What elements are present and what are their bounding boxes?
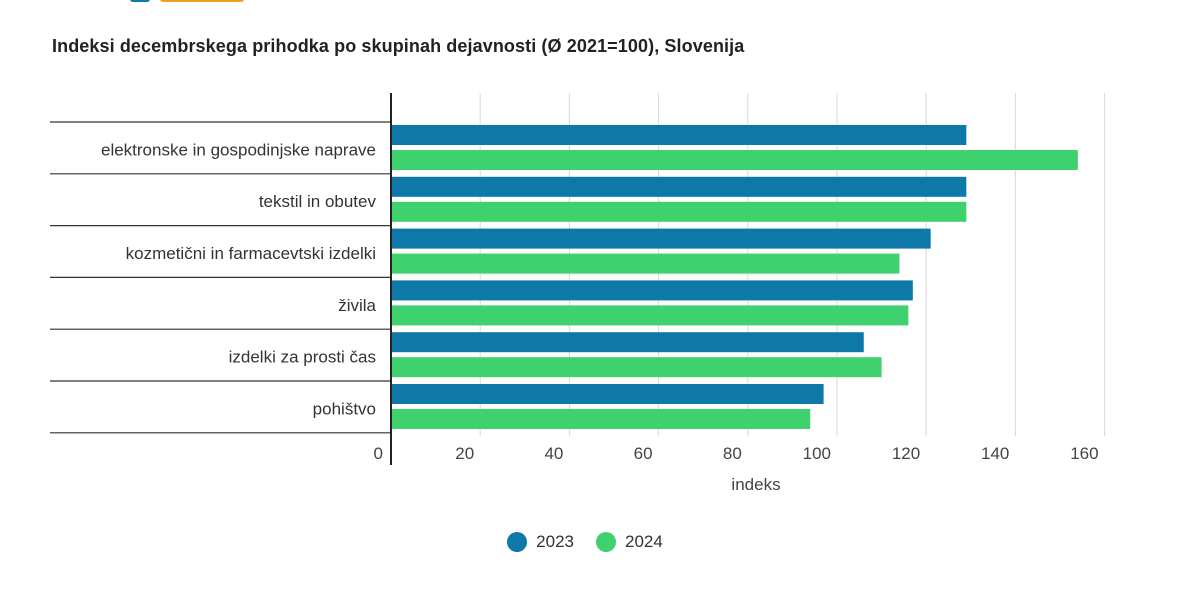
- chart-legend: 2023 2024: [0, 532, 1170, 552]
- x-tick-label: 140: [981, 444, 1009, 463]
- legend-item-2024[interactable]: 2024: [596, 532, 663, 552]
- category-label: kozmetični in farmacevtski izdelki: [126, 244, 376, 263]
- bar-2024-3: [391, 253, 900, 274]
- bar-2024-6: [391, 409, 811, 429]
- cropped-header-fragment: [130, 0, 250, 6]
- x-tick-label: 80: [723, 444, 742, 463]
- x-tick-label: 60: [634, 444, 653, 463]
- legend-item-2023[interactable]: 2023: [507, 532, 574, 552]
- legend-label: 2024: [625, 532, 663, 551]
- x-tick-label: 160: [1070, 444, 1098, 463]
- x-tick-label: 20: [455, 444, 474, 463]
- bar-2023-5: [391, 332, 864, 353]
- bar-2023-2: [391, 176, 967, 197]
- bar-2024-1: [391, 150, 1078, 170]
- bar-2023-1: [391, 125, 967, 145]
- bar-2024-2: [391, 201, 967, 222]
- bar-2024-4: [391, 305, 909, 326]
- bar-2023-3: [391, 228, 931, 249]
- category-label: elektronske in gospodinjske naprave: [101, 140, 376, 159]
- category-label: tekstil in obutev: [259, 192, 377, 211]
- category-label: izdelki za prosti čas: [229, 348, 376, 367]
- x-tick-label: 0: [374, 444, 383, 463]
- bar-2023-4: [391, 280, 913, 301]
- x-tick-label: 120: [892, 444, 920, 463]
- legend-marker-icon: [507, 532, 528, 552]
- bar-2024-5: [391, 357, 882, 378]
- legend-marker-icon: [596, 532, 616, 552]
- legend-label: 2023: [536, 532, 574, 551]
- x-axis-title: indeks: [731, 475, 780, 494]
- category-label: živila: [338, 296, 376, 315]
- x-tick-label: 40: [544, 444, 563, 463]
- chart-title: Indeksi decembrskega prihodka po skupina…: [52, 36, 745, 56]
- bar-2023-6: [391, 384, 824, 404]
- x-tick-label: 100: [803, 444, 831, 463]
- category-label: pohištvo: [313, 399, 376, 418]
